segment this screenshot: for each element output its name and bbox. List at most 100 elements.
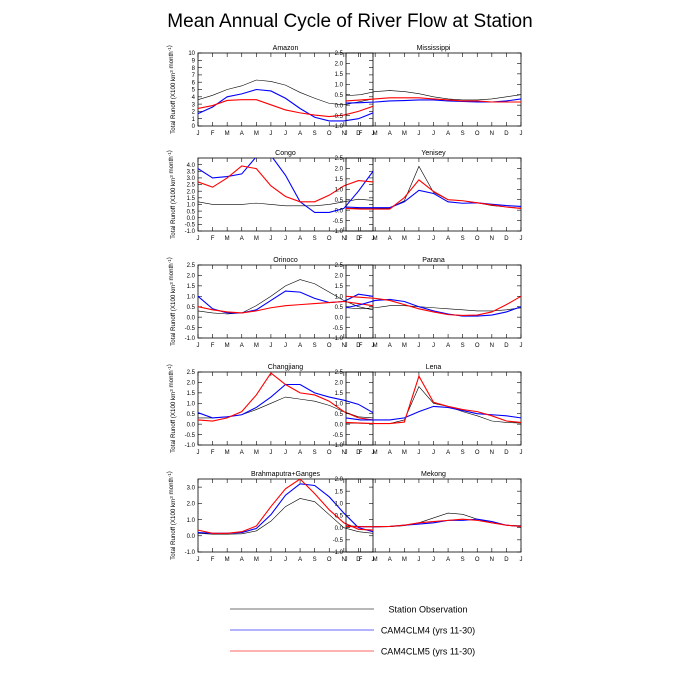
x-tick-label: J bbox=[284, 236, 287, 242]
x-tick-label: D bbox=[356, 343, 361, 349]
y-tick-label: 1.5 bbox=[335, 284, 344, 290]
x-tick-label: J bbox=[269, 343, 272, 349]
station-observation-line bbox=[198, 279, 373, 315]
y-tick-label: 3.0 bbox=[187, 485, 196, 491]
panel-title: Mekong bbox=[421, 471, 446, 478]
x-tick-label: M bbox=[373, 450, 378, 456]
x-tick-label: J bbox=[197, 236, 200, 242]
x-tick-label: J bbox=[372, 450, 375, 456]
y-axis-label-part: Total Runoff (X100 km bbox=[170, 285, 177, 346]
y-tick-label: 2.0 bbox=[335, 62, 344, 68]
panel-title: Congo bbox=[275, 150, 296, 157]
cam4clm4-line bbox=[346, 405, 521, 421]
x-tick-label: J bbox=[269, 236, 272, 242]
y-tick-label: 0.5 bbox=[335, 514, 344, 520]
x-tick-label: A bbox=[298, 450, 302, 456]
y-tick-label: -0.5 bbox=[333, 114, 344, 120]
y-axis-label: Total Runoff (X100 km3 month-1) bbox=[166, 364, 177, 453]
x-tick-label: J bbox=[284, 450, 287, 456]
x-tick-label: M bbox=[225, 236, 230, 242]
x-tick-label: M bbox=[225, 557, 230, 563]
y-tick-label: -0.5 bbox=[185, 433, 196, 439]
y-axis-label-part: month bbox=[168, 263, 175, 282]
cam4clm4-line bbox=[346, 189, 521, 209]
x-tick-label: S bbox=[461, 450, 465, 456]
x-tick-label: J bbox=[417, 450, 420, 456]
cam4clm5-line bbox=[346, 518, 521, 528]
x-tick-label: O bbox=[475, 450, 480, 456]
plot-frame bbox=[345, 371, 522, 446]
x-tick-label: M bbox=[254, 236, 259, 242]
plot-frame bbox=[197, 157, 374, 232]
panel-title: Mississippi bbox=[417, 45, 451, 52]
x-tick-label: M bbox=[254, 557, 259, 563]
panel-mekong: Mekong-1.0-0.50.00.51.01.52.0J F M A M J J A S O N… bbox=[333, 471, 523, 563]
x-tick-label: J bbox=[372, 557, 375, 563]
panel-congo: Congo-1.0-0.50.00.51.01.52.02.53.03.54.0… bbox=[166, 150, 375, 242]
panel-title: Changjiang bbox=[268, 364, 304, 371]
y-axis-label-part: ) bbox=[166, 150, 173, 152]
y-tick-label: 0.0 bbox=[335, 315, 344, 321]
cam4clm4-line bbox=[198, 158, 373, 213]
x-tick-label: D bbox=[504, 343, 509, 349]
y-axis-label: Total Runoff (X100 km3 month-1) bbox=[166, 471, 177, 560]
x-tick-label: J bbox=[345, 343, 348, 349]
panel-title: Yenisey bbox=[421, 150, 446, 157]
y-axis-label-part: month bbox=[168, 370, 175, 389]
x-tick-label: D bbox=[356, 450, 361, 456]
x-tick-label: S bbox=[313, 450, 317, 456]
y-tick-label: 1.0 bbox=[335, 294, 344, 300]
y-axis-label-superscript: -1 bbox=[167, 259, 172, 263]
x-tick-label: O bbox=[327, 236, 332, 242]
cam4clm5-line bbox=[198, 479, 373, 534]
x-tick-label: N bbox=[342, 236, 346, 242]
legend-item-2: CAM4CLM5 (yrs 11-30) bbox=[230, 647, 475, 657]
x-tick-label: S bbox=[313, 557, 317, 563]
x-tick-label: J bbox=[345, 557, 348, 563]
y-axis-label-superscript: -1 bbox=[167, 47, 172, 51]
x-tick-label: M bbox=[254, 450, 259, 456]
x-tick-label: M bbox=[254, 131, 259, 137]
x-tick-label: J bbox=[345, 131, 348, 137]
y-tick-label: 2.0 bbox=[187, 381, 196, 387]
x-tick-label: D bbox=[356, 236, 361, 242]
x-tick-label: J bbox=[345, 236, 348, 242]
x-tick-label: J bbox=[372, 343, 375, 349]
y-axis-label-part: ) bbox=[166, 45, 173, 47]
y-tick-label: -1.0 bbox=[333, 550, 344, 556]
x-tick-label: J bbox=[269, 131, 272, 137]
x-tick-label: A bbox=[240, 131, 244, 137]
x-tick-label: F bbox=[211, 343, 215, 349]
y-tick-label: -0.5 bbox=[185, 223, 196, 229]
y-tick-label: 2.5 bbox=[335, 263, 344, 269]
y-tick-label: 5 bbox=[192, 88, 196, 94]
y-tick-label: 0.5 bbox=[187, 209, 196, 215]
y-tick-label: 1.5 bbox=[335, 72, 344, 78]
x-tick-label: O bbox=[475, 557, 480, 563]
y-axis-label: Total Runoff (X100 km3 month-1) bbox=[166, 150, 177, 239]
y-axis-label-part: Total Runoff (X100 km bbox=[170, 73, 177, 134]
cam4clm5-line bbox=[198, 372, 373, 422]
x-tick-label: D bbox=[504, 450, 509, 456]
x-tick-label: O bbox=[327, 557, 332, 563]
y-tick-label: 2.5 bbox=[187, 183, 196, 189]
y-tick-label: 2.5 bbox=[187, 263, 196, 269]
x-tick-label: J bbox=[432, 450, 435, 456]
y-axis-label-part: ) bbox=[166, 257, 173, 259]
cam4clm5-line bbox=[198, 99, 373, 118]
x-tick-label: A bbox=[446, 131, 450, 137]
y-tick-label: 10 bbox=[188, 51, 195, 57]
y-tick-label: 0.5 bbox=[335, 412, 344, 418]
y-tick-label: -1.0 bbox=[333, 443, 344, 449]
cam4clm4-line bbox=[346, 298, 521, 317]
y-tick-label: 2 bbox=[192, 110, 196, 116]
y-tick-label: 1.5 bbox=[187, 284, 196, 290]
cam4clm5-line bbox=[346, 179, 521, 210]
x-tick-label: A bbox=[388, 236, 392, 242]
y-tick-label: -0.5 bbox=[333, 433, 344, 439]
y-tick-label: 2.5 bbox=[335, 51, 344, 57]
x-tick-label: A bbox=[388, 557, 392, 563]
y-tick-label: 3.0 bbox=[187, 176, 196, 182]
